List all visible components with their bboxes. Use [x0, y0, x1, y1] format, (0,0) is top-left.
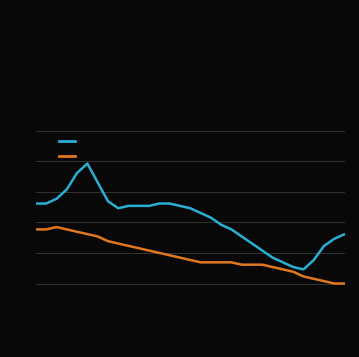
Legend: , : , [59, 136, 78, 161]
